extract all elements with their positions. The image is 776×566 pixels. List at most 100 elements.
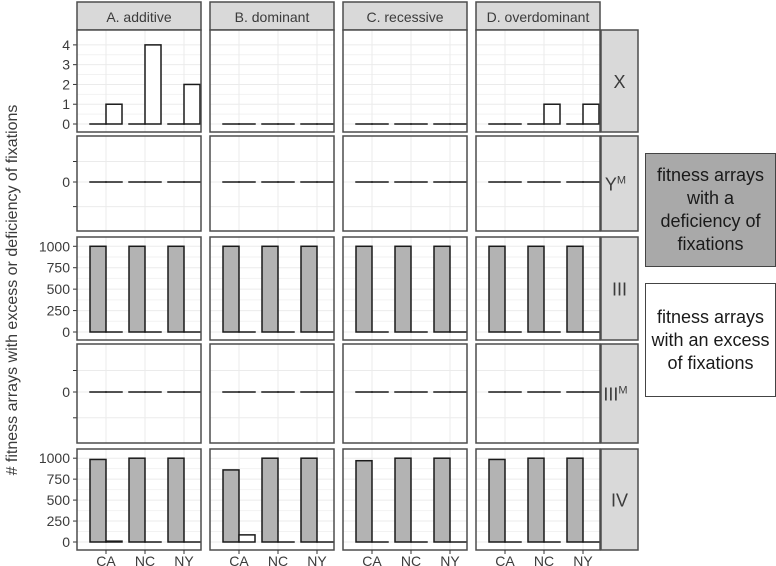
panel-background [343,136,467,231]
panel [209,343,335,444]
x-tick-label: CA [362,553,382,566]
row-strip-label: X [613,72,625,92]
y-tick-label: 0 [62,534,70,550]
x-tick-label: NC [401,553,421,566]
y-tick-label: 1000 [39,450,70,466]
x-tick-label: NY [307,553,327,566]
bar-deficiency [167,245,185,333]
panel-border [76,448,202,551]
panel-border [475,236,601,341]
panel-border [209,448,335,551]
x-tick-label: CA [96,553,116,566]
row-strip: IIIM [600,343,639,444]
panel-border [475,343,601,444]
panel [76,448,202,551]
bar-excess [105,540,123,543]
panel [342,29,468,133]
bar-deficiency [167,457,185,543]
panel-border [76,135,202,232]
panel-border [209,135,335,232]
column-strip-bg [76,1,202,31]
panel-border [475,29,601,133]
panel-border [475,448,601,551]
x-tick-label: CA [495,553,515,566]
bar-deficiency [300,245,318,333]
panel-border [76,29,202,133]
y-axis-title: # fitness arrays with excess or deficien… [4,105,21,476]
panel [342,236,468,341]
bar-deficiency [488,245,506,333]
x-tick-label: NC [268,553,288,566]
panel-background [476,30,600,132]
bar-excess [238,534,256,543]
row-strip: III [600,236,639,341]
row-strip-label: IV [611,491,628,511]
panel-background [77,30,201,132]
column-strip: D. overdominant [475,1,601,31]
bar-excess [183,83,201,125]
panel [475,236,601,341]
column-strip: A. additive [76,1,202,31]
panel [209,448,335,551]
panel-background [343,344,467,443]
panel-border [209,29,335,133]
column-strip-bg [209,1,335,31]
panel [209,236,335,341]
bar-deficiency [433,457,451,543]
row-strip-label: III [612,280,627,300]
panel [209,135,335,232]
x-tick-label: NY [440,553,460,566]
panel [475,448,601,551]
panel-border [342,343,468,444]
row-strip-bg [600,29,639,133]
bar-deficiency [566,245,584,333]
x-tick-label: NC [534,553,554,566]
panel-background [210,136,334,231]
column-strip: C. recessive [342,1,468,31]
bar-deficiency [394,457,412,543]
panel [76,343,202,444]
x-tick-label: NY [174,553,194,566]
panel-background [210,30,334,132]
row-strip-bg [600,236,639,341]
panel-border [475,135,601,232]
panel [342,135,468,232]
panel [76,29,202,133]
bar-excess [543,103,561,125]
bar-deficiency [527,245,545,333]
bar-deficiency [261,457,279,543]
y-tick-label: 250 [47,513,71,529]
bar-deficiency [394,245,412,333]
panel-background [77,344,201,443]
bar-excess [144,44,162,125]
panel-border [209,343,335,444]
bar-deficiency [128,457,146,543]
column-strip-label: C. recessive [366,9,443,25]
legend-excess: fitness arrays with an excess of fixatio… [645,283,776,397]
y-tick-label: 4 [62,37,70,53]
panel-border [342,29,468,133]
bar-deficiency [89,458,107,543]
bar-excess [105,103,123,125]
row-strip-bg [600,343,639,444]
row-strip-bg [600,448,639,551]
y-tick-label: 750 [47,471,71,487]
y-tick-label: 2 [62,76,70,92]
panel-border [342,448,468,551]
legend-deficiency: fitness arrays with a deficiency of fixa… [645,153,776,267]
row-strip: IV [600,448,639,551]
y-tick-label: 1000 [39,238,70,254]
row-strip-bg [600,135,639,232]
bar-deficiency [566,457,584,543]
column-strip-bg [475,1,601,31]
row-strip: YM [600,135,639,232]
panel-background [343,30,467,132]
column-strip-label: B. dominant [235,9,310,25]
bar-deficiency [300,457,318,543]
column-strip-label: D. overdominant [487,9,590,25]
y-tick-label: 3 [62,57,70,73]
panel-background [77,136,201,231]
x-tick-label: CA [229,553,249,566]
panel [475,343,601,444]
bar-deficiency [527,457,545,543]
